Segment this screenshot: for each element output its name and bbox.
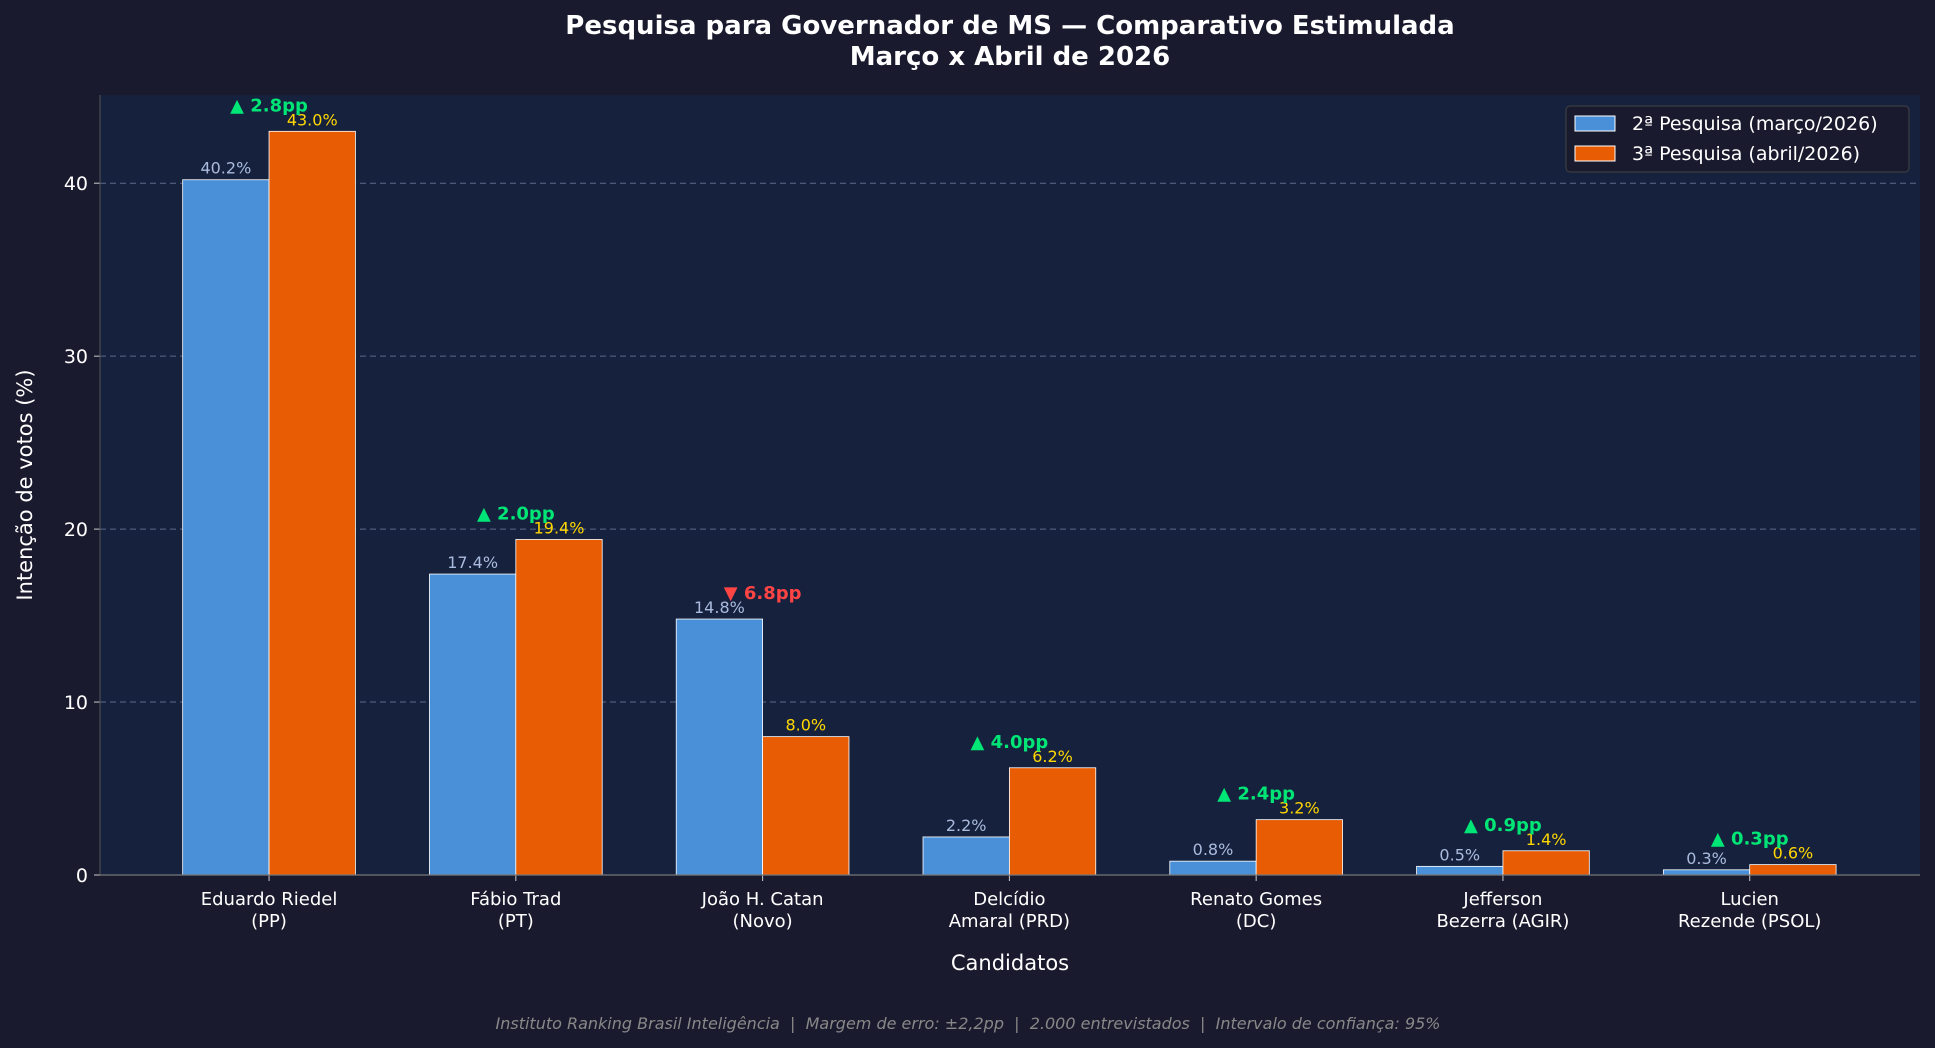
chart-subtitle: Março x Abril de 2026 [850, 42, 1170, 72]
x-tick-label-line2: Rezende (PSOL) [1678, 911, 1821, 932]
x-tick-label-line2: (Novo) [733, 911, 793, 932]
x-tick-label-line2: (DC) [1236, 911, 1276, 932]
bar-march [1169, 860, 1257, 876]
bar-value-label: 0.8% [1193, 840, 1234, 859]
bar-march [1662, 869, 1751, 876]
y-tick-label: 30 [64, 346, 88, 368]
y-axis-label: Intenção de votos (%) [13, 369, 37, 600]
bar-april [1008, 767, 1097, 876]
bar-april [1502, 850, 1590, 876]
legend-box [1565, 105, 1910, 173]
x-tick-label-line2: Amaral (PRD) [949, 911, 1070, 932]
footnote: Instituto Ranking Brasil Inteligência | … [496, 1014, 1441, 1033]
bar-value-label: 0.3% [1686, 849, 1727, 868]
legend-label-april: 3ª Pesquisa (abril/2026) [1632, 143, 1860, 165]
bar-april [268, 130, 356, 876]
x-tick-label-line1: Delcídio [973, 889, 1045, 910]
bar-value-label: 0.6% [1773, 844, 1814, 863]
change-label: ▲ 0.3pp [1711, 829, 1789, 850]
x-tick-label-line1: Jefferson [1462, 889, 1542, 910]
bar-april [1749, 864, 1837, 876]
legend-swatch-march [1574, 115, 1616, 132]
bar-march [922, 836, 1010, 876]
x-tick-label-line1: João H. Catan [701, 889, 824, 910]
legend-label-march: 2ª Pesquisa (março/2026) [1632, 113, 1878, 135]
bar-value-label: 19.4% [534, 518, 585, 537]
bar-value-label: 0.5% [1439, 845, 1480, 864]
x-axis-label: Candidatos [951, 951, 1069, 975]
x-tick-label-line1: Lucien [1720, 889, 1779, 910]
bar-march [675, 618, 764, 876]
x-tick-label-line1: Eduardo Riedel [201, 889, 338, 910]
change-label: ▲ 2.0pp [477, 503, 555, 524]
bar-value-label: 17.4% [447, 553, 498, 572]
y-tick-label: 20 [64, 519, 88, 541]
x-tick-label-line1: Fábio Trad [470, 889, 561, 910]
bar-value-label: 14.8% [694, 598, 745, 617]
bar-april [515, 539, 603, 876]
y-tick-label: 0 [76, 865, 88, 887]
bar-value-label: 2.2% [946, 816, 987, 835]
plot-area [100, 95, 1920, 875]
change-label: ▼ 6.8pp [724, 583, 802, 604]
bar-value-label: 40.2% [200, 159, 251, 178]
y-tick-label: 40 [64, 173, 88, 195]
bar-march [1416, 865, 1504, 876]
change-label: ▲ 4.0pp [971, 732, 1049, 753]
bar-value-label: 3.2% [1279, 799, 1320, 818]
bar-value-label: 1.4% [1526, 830, 1567, 849]
change-label: ▲ 2.4pp [1217, 784, 1295, 805]
x-tick-label-line2: (PT) [498, 911, 534, 932]
bar-march [429, 573, 517, 876]
chart-title: Pesquisa para Governador de MS — Compara… [565, 11, 1454, 41]
legend: 2ª Pesquisa (março/2026) 3ª Pesquisa (ab… [1565, 105, 1910, 173]
x-tick-label-line2: (PP) [251, 911, 287, 932]
bar-value-label: 6.2% [1032, 747, 1073, 766]
change-label: ▲ 2.8pp [230, 95, 308, 116]
x-tick-label-line1: Renato Gomes [1190, 889, 1322, 910]
x-tick-label-line2: Bezerra (AGIR) [1436, 911, 1569, 932]
bar-april [1255, 819, 1343, 876]
bar-value-label: 43.0% [287, 110, 338, 129]
bar-value-label: 8.0% [785, 716, 826, 735]
bar-april [762, 736, 850, 876]
legend-swatch-april [1574, 145, 1616, 162]
y-tick-label: 10 [64, 692, 88, 714]
change-label: ▲ 0.9pp [1464, 815, 1542, 836]
bar-march [182, 179, 270, 876]
